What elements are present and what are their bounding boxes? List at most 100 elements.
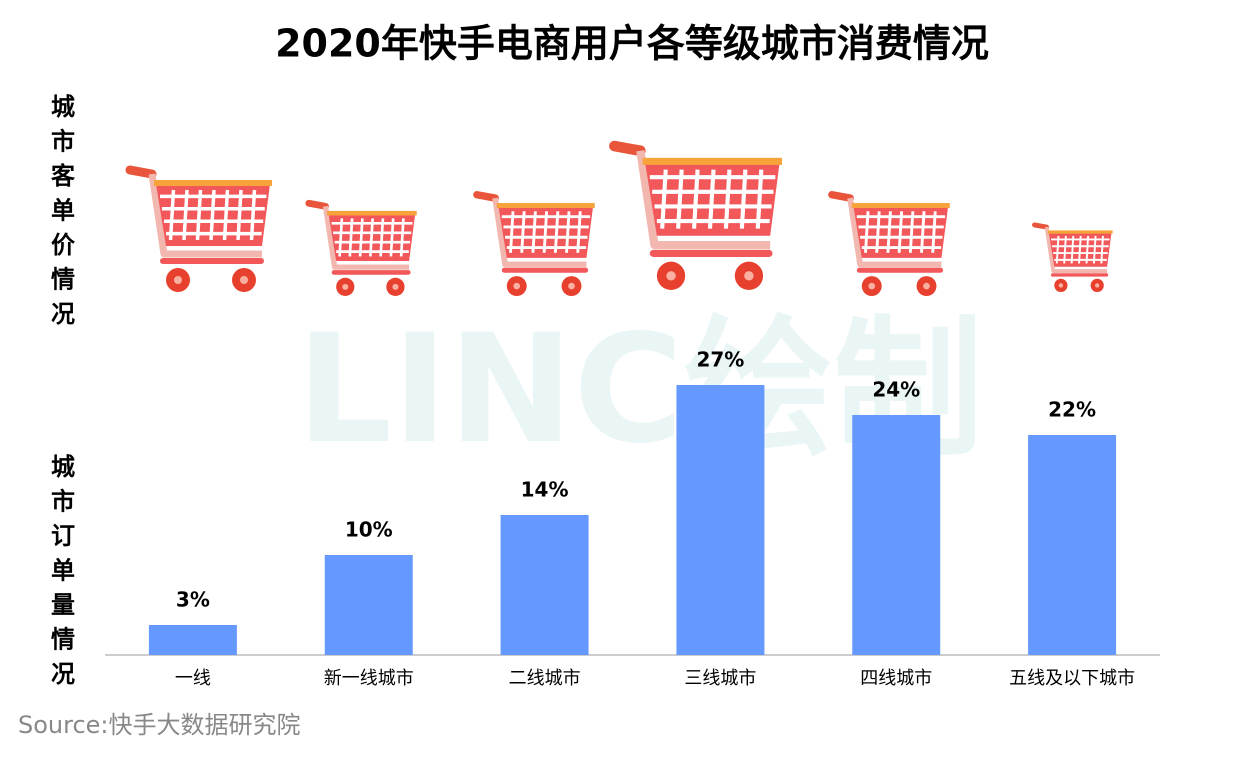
cart-grid [875, 211, 881, 253]
cart-rail [331, 270, 411, 275]
cart-grid [864, 211, 870, 253]
cart-grid [379, 218, 385, 257]
cart-grid [897, 211, 904, 253]
value-label: 22% [1048, 398, 1096, 422]
cart-grid [920, 211, 926, 253]
cart-grid [369, 218, 374, 257]
cart-rail [649, 249, 773, 257]
cart-handle [125, 165, 157, 179]
side-label: 城市订单量情况 [51, 453, 75, 688]
cart-hub [1058, 283, 1064, 288]
cart-grid [565, 211, 571, 253]
cart-rail [856, 267, 944, 273]
cart-pole [492, 197, 587, 268]
x-tick-label: 三线城市 [684, 668, 756, 689]
cart-rim [154, 180, 272, 186]
cart-hub [513, 282, 521, 290]
value-label: 10% [345, 518, 393, 542]
cart-handle [609, 140, 646, 157]
bar [500, 515, 589, 655]
cart-pole [322, 205, 410, 270]
cart-grid [691, 169, 700, 229]
cart-grid [1063, 235, 1067, 264]
cart-rim [496, 203, 595, 209]
cart-grid [348, 218, 354, 257]
cart-grid [338, 218, 344, 257]
value-label: 14% [521, 478, 569, 502]
cart-grid [931, 211, 937, 253]
cart-rim [1047, 230, 1113, 234]
cart-hub [392, 283, 399, 290]
cart-grid [1100, 235, 1104, 264]
cart-grid [676, 169, 684, 229]
cart-grid [399, 218, 405, 257]
cart-hub [568, 282, 575, 290]
value-label: 27% [696, 348, 744, 372]
cart-icon [125, 165, 272, 292]
cart-grid [576, 211, 582, 253]
cart-hub [923, 282, 930, 290]
cart-grid [755, 169, 764, 229]
chart-title: 2020年快手电商用户各等级城市消费情况 [275, 22, 989, 66]
cart-hub [1095, 283, 1100, 288]
value-label: 3% [176, 588, 210, 612]
cart-grid [886, 211, 892, 253]
x-tick-label: 四线城市 [860, 668, 932, 689]
bar [852, 415, 941, 655]
cart-grid [553, 211, 560, 253]
cart-icon [473, 191, 595, 296]
bar [148, 625, 237, 655]
cart-grid [222, 189, 230, 241]
cart-grid [707, 169, 716, 229]
cart-icon [305, 199, 417, 296]
cart-hub [240, 276, 248, 284]
source: Source:快手大数据研究院 [18, 711, 301, 739]
cart-grid [509, 211, 515, 253]
cart-icon [609, 140, 782, 290]
cart-hub [868, 282, 876, 290]
cart-icon [828, 191, 950, 296]
bar [676, 385, 765, 655]
cart-grid [908, 211, 915, 253]
cart-handle [1032, 222, 1050, 230]
cart-grid [358, 218, 364, 257]
cart-grid [520, 211, 526, 253]
bar [324, 555, 413, 655]
side-label: 城市客单价情况 [51, 93, 76, 328]
cart-handle [473, 191, 499, 202]
x-tick-label: 新一线城市 [324, 668, 414, 689]
cart-grid [1085, 235, 1090, 264]
cart-grid [1070, 235, 1075, 264]
cart-icon [1032, 222, 1113, 292]
cart-grid [249, 189, 257, 241]
cart-rim [851, 203, 950, 209]
cart-rim [327, 210, 417, 216]
cart-grid [660, 169, 668, 229]
cart-grid [182, 189, 189, 241]
x-tick-label: 五线及以下城市 [1009, 668, 1135, 689]
cart-grid [209, 189, 216, 241]
cart-grid [236, 189, 243, 241]
cart-rail [160, 258, 264, 264]
cart-pole [148, 173, 262, 258]
cart-pole [636, 150, 771, 250]
cart-grid [195, 189, 203, 241]
x-tick-label: 二线城市 [509, 668, 581, 689]
cart-rail [501, 267, 589, 273]
cart-grid [1078, 235, 1082, 264]
cart-rim [642, 157, 782, 165]
cart-hub [342, 283, 349, 290]
cart-grid [1055, 235, 1060, 264]
cart-grid [739, 169, 748, 229]
cart-handle [305, 199, 329, 210]
cart-rail [1051, 273, 1109, 277]
cart-pole [847, 197, 942, 268]
cart-grid [531, 211, 537, 253]
x-tick-label: 一线 [175, 668, 211, 689]
cart-grid [723, 169, 732, 229]
cart-pole [1044, 226, 1108, 274]
value-label: 24% [872, 378, 920, 402]
cart-grid [1092, 235, 1097, 264]
cart-handle [828, 191, 854, 202]
